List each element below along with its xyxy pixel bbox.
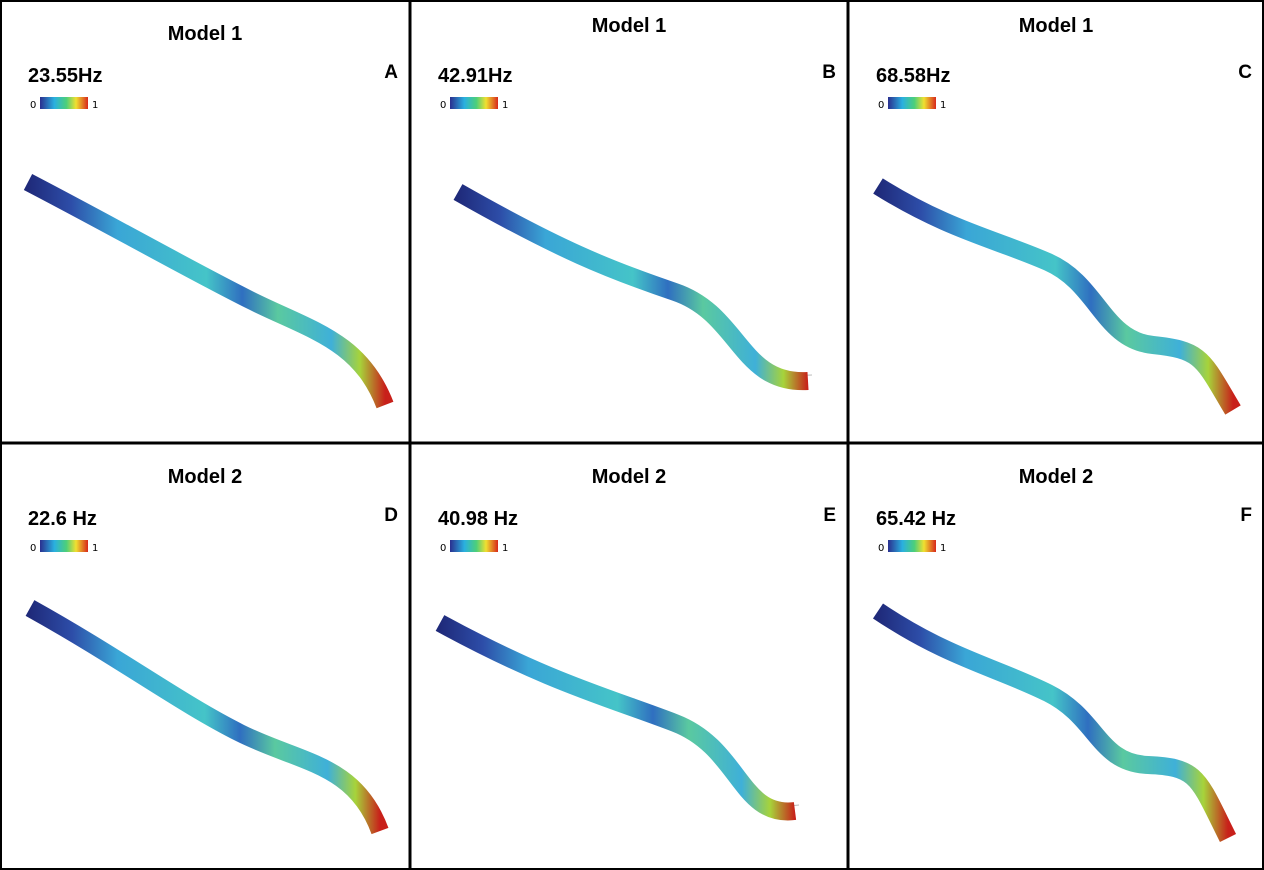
color-scale: [40, 540, 88, 552]
panel-letter: D: [384, 505, 398, 526]
scale-max: 1: [92, 100, 98, 111]
scale-min: 0: [878, 543, 884, 554]
frequency: 40.98 Hz: [438, 508, 518, 530]
panel-letter: E: [823, 505, 836, 526]
panel-letter: B: [822, 62, 836, 83]
panel-title: Model 2: [592, 466, 666, 488]
panel: Model 2 40.98 Hz E 0 1: [438, 466, 836, 811]
mode-shape: [458, 192, 808, 381]
scale-max: 1: [940, 100, 946, 111]
frame: [1, 1, 1263, 869]
frequency: 65.42 Hz: [876, 508, 956, 530]
frequency: 23.55Hz: [28, 65, 103, 87]
mode-shape: [878, 611, 1228, 838]
scale-max: 1: [502, 100, 508, 111]
scale-max: 1: [502, 543, 508, 554]
figure: Model 123.55HzA01Model 142.91HzB01Model …: [0, 0, 1264, 870]
scale-min: 0: [878, 100, 884, 111]
scale-min: 0: [30, 100, 36, 111]
frequency: 42.91Hz: [438, 65, 513, 87]
scale-max: 1: [940, 543, 946, 554]
mode-shape: [440, 623, 795, 811]
panel-title: Model 1: [1019, 15, 1093, 37]
color-scale: [888, 97, 936, 109]
panel: Model 2 65.42 Hz F 0 1: [876, 466, 1252, 838]
color-scale: [450, 540, 498, 552]
panel-title: Model 1: [592, 15, 666, 37]
panel-title: Model 1: [168, 23, 242, 45]
scale-min: 0: [30, 543, 36, 554]
scale-min: 0: [440, 543, 446, 554]
panel-letter: C: [1238, 62, 1252, 83]
mode-shape: [30, 608, 380, 831]
mode-shape: [28, 182, 385, 405]
scale-max: 1: [92, 543, 98, 554]
frequency: 68.58Hz: [876, 65, 951, 87]
color-scale: [40, 97, 88, 109]
panel: Model 1 68.58Hz C 0 1: [876, 15, 1252, 410]
panel: Model 1 42.91Hz B 0 1: [438, 15, 836, 381]
color-scale: [888, 540, 936, 552]
panel-letter: A: [384, 62, 398, 83]
panel-title: Model 2: [1019, 466, 1093, 488]
panel-title: Model 2: [168, 466, 242, 488]
panel: Model 2 22.6 Hz D 0 1: [28, 466, 398, 831]
frequency: 22.6 Hz: [28, 508, 97, 530]
color-scale: [450, 97, 498, 109]
scale-min: 0: [440, 100, 446, 111]
panel-letter: F: [1240, 505, 1252, 526]
panel: Model 1 23.55Hz A 0 1: [28, 23, 398, 405]
mode-shape: [878, 186, 1233, 410]
